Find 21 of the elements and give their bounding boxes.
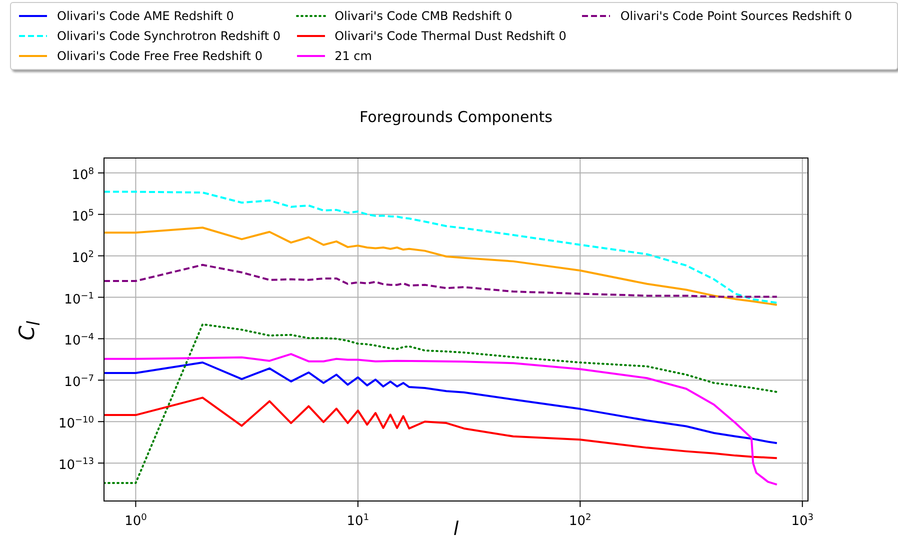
legend-label: Olivari's Code Free Free Redshift 0 bbox=[57, 49, 262, 63]
legend-label: Olivari's Code AME Redshift 0 bbox=[57, 9, 234, 23]
legend-label: Olivari's Code CMB Redshift 0 bbox=[334, 9, 512, 23]
x-tick-label: 10$^{0}$ bbox=[124, 513, 148, 529]
legend-label: 21 cm bbox=[334, 49, 372, 63]
y-tick-label: 10$^{−7}$ bbox=[64, 374, 94, 390]
y-tick-label: 10$^{8}$ bbox=[72, 166, 94, 183]
legend-label: Olivari's Code Thermal Dust Redshift 0 bbox=[334, 29, 566, 43]
chart-title: Foregrounds Components bbox=[358, 108, 554, 126]
x-tick-label: 10$^{1}$ bbox=[346, 513, 370, 529]
y-tick-label: 10$^{−4}$ bbox=[64, 332, 94, 349]
y-tick-label: 10$^{5}$ bbox=[72, 208, 94, 224]
y-tick-label: 10$^{−10}$ bbox=[58, 416, 94, 432]
x-tick-label: 10$^{3}$ bbox=[791, 513, 814, 529]
legend-label: Olivari's Code Synchrotron Redshift 0 bbox=[57, 29, 281, 43]
y-tick-label: 10$^{−13}$ bbox=[58, 457, 94, 474]
legend-label: Olivari's Code Point Sources Redshift 0 bbox=[620, 9, 852, 23]
x-axis-title: l bbox=[453, 518, 459, 540]
y-tick-label: 10$^{2}$ bbox=[72, 250, 94, 266]
x-tick-label: 10$^{2}$ bbox=[569, 513, 592, 529]
y-tick-label: 10$^{−1}$ bbox=[64, 291, 94, 308]
